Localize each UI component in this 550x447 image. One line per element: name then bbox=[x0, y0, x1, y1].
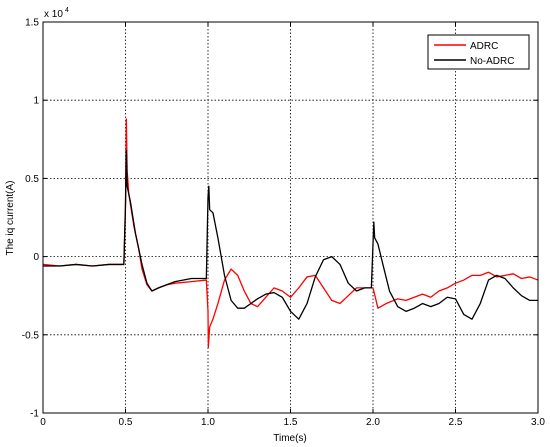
axis-ticks: 0 0.5 1.0 1.5 2.0 2.5 3.0 -1 -0.5 0 0.5 1 1.5 bbox=[22, 18, 546, 429]
x-axis-label: Time(s) bbox=[273, 433, 307, 444]
y-tick-label: 0 bbox=[33, 252, 39, 263]
x-tick-label: 3.0 bbox=[531, 417, 545, 428]
plot-area bbox=[43, 22, 538, 413]
x-tick-label: 0.5 bbox=[119, 417, 133, 428]
x-tick-label: 2.5 bbox=[449, 417, 463, 428]
legend: ADRC No-ADRC bbox=[427, 34, 530, 70]
y-axis-exponent-power: 4 bbox=[65, 7, 69, 14]
y-tick-label: 0.5 bbox=[25, 174, 39, 185]
series-line-no-adrc bbox=[43, 149, 538, 320]
x-tick-label: 1.5 bbox=[284, 417, 298, 428]
y-axis-exponent: x 10 bbox=[44, 9, 63, 20]
y-tick-label: 1 bbox=[33, 96, 39, 107]
x-tick-label: 2.0 bbox=[366, 417, 380, 428]
x-tick-label: 1.0 bbox=[201, 417, 215, 428]
legend-label-no-adrc: No-ADRC bbox=[470, 56, 514, 67]
y-tick-label: -1 bbox=[30, 409, 39, 420]
y-tick-label: 1.5 bbox=[25, 18, 39, 29]
y-axis-label: The iq current(A) bbox=[5, 180, 16, 255]
legend-label-adrc: ADRC bbox=[470, 41, 498, 52]
series-layer bbox=[42, 118, 539, 348]
y-tick-label: -0.5 bbox=[22, 330, 40, 341]
legend-box bbox=[427, 34, 530, 70]
x-tick-label: 0 bbox=[40, 417, 46, 428]
